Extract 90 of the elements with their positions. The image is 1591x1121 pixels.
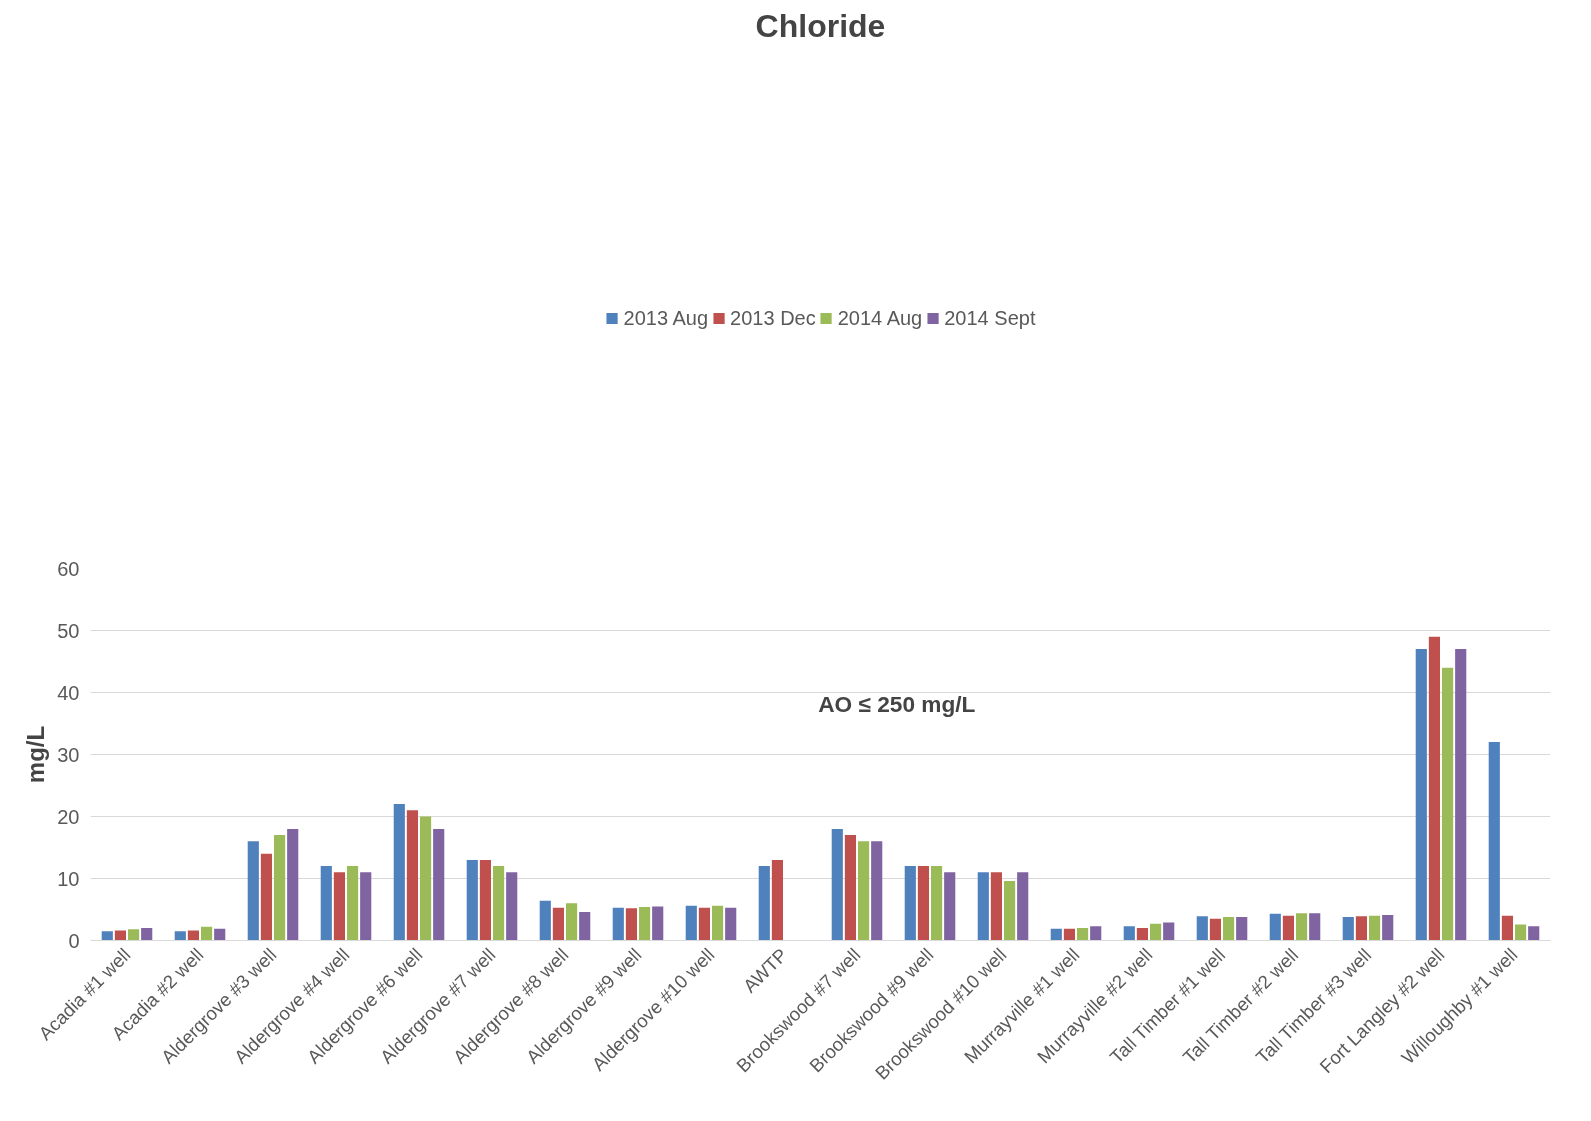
bar bbox=[1488, 742, 1500, 941]
bar bbox=[917, 866, 930, 941]
bar bbox=[1309, 913, 1321, 941]
bar bbox=[944, 872, 956, 941]
bar bbox=[711, 905, 724, 941]
bar bbox=[200, 926, 213, 941]
bar bbox=[1222, 916, 1235, 941]
bar bbox=[904, 866, 916, 941]
legend-label: 2013 Dec bbox=[730, 306, 816, 330]
bar bbox=[333, 872, 346, 941]
bar bbox=[1123, 926, 1135, 941]
bar bbox=[1063, 928, 1076, 941]
bar bbox=[565, 903, 578, 941]
bar bbox=[479, 859, 492, 941]
bar bbox=[127, 929, 140, 941]
bar bbox=[1269, 913, 1281, 941]
bar bbox=[857, 841, 870, 941]
y-axis-title: mg/L bbox=[22, 725, 50, 784]
bar bbox=[214, 928, 226, 941]
bar bbox=[260, 853, 273, 941]
bar bbox=[871, 841, 883, 941]
bar bbox=[1163, 922, 1175, 941]
bar bbox=[1196, 916, 1208, 941]
bar bbox=[320, 866, 332, 941]
bar bbox=[287, 828, 299, 941]
bar bbox=[419, 816, 432, 941]
legend-label: 2014 Aug bbox=[837, 306, 923, 330]
y-tick-label: 0 bbox=[68, 929, 80, 952]
y-tick-label: 10 bbox=[57, 867, 80, 890]
bar bbox=[977, 872, 989, 941]
bar bbox=[552, 907, 565, 941]
bar bbox=[1514, 924, 1527, 941]
y-tick-label: 30 bbox=[57, 743, 80, 766]
bar bbox=[758, 866, 770, 941]
bar bbox=[1136, 928, 1149, 941]
bar bbox=[1441, 667, 1454, 941]
bar bbox=[625, 908, 638, 941]
bar bbox=[990, 872, 1003, 941]
bar bbox=[539, 900, 551, 941]
bar bbox=[698, 907, 711, 941]
bar bbox=[1149, 923, 1162, 941]
bar bbox=[685, 905, 697, 941]
y-tick-label: 50 bbox=[57, 619, 80, 642]
bar bbox=[844, 835, 857, 941]
bar bbox=[506, 872, 518, 941]
bar bbox=[273, 835, 286, 941]
bar bbox=[141, 928, 153, 941]
bar bbox=[1355, 916, 1368, 941]
y-tick-label: 20 bbox=[57, 805, 80, 828]
bar bbox=[393, 804, 405, 941]
y-tick-label: 60 bbox=[57, 557, 80, 580]
bar bbox=[1295, 913, 1308, 941]
bar bbox=[492, 866, 505, 941]
bar bbox=[466, 859, 478, 941]
bar bbox=[1428, 636, 1441, 941]
bar bbox=[247, 841, 259, 941]
bar bbox=[831, 828, 843, 941]
y-tick-label: 40 bbox=[57, 681, 80, 704]
bar bbox=[433, 828, 445, 941]
bar bbox=[1455, 649, 1467, 941]
bar bbox=[725, 907, 737, 941]
bar bbox=[579, 911, 591, 941]
chart-title: Chloride bbox=[755, 7, 886, 44]
bar bbox=[1236, 916, 1248, 941]
bar bbox=[101, 931, 113, 941]
bar bbox=[406, 810, 419, 941]
bar bbox=[652, 906, 664, 941]
legend-label: 2014 Sept bbox=[944, 306, 1036, 330]
bar bbox=[1368, 915, 1381, 941]
bar bbox=[1382, 915, 1394, 941]
bar bbox=[174, 931, 186, 941]
bar bbox=[1003, 880, 1016, 941]
bar bbox=[1090, 926, 1102, 941]
bar bbox=[771, 859, 784, 941]
bar bbox=[1050, 928, 1062, 941]
bar bbox=[1282, 915, 1295, 941]
bar bbox=[1342, 916, 1354, 941]
bar bbox=[1076, 928, 1089, 941]
bar bbox=[1209, 918, 1222, 941]
bar bbox=[930, 866, 943, 941]
bar bbox=[360, 872, 372, 941]
bar bbox=[1415, 649, 1427, 941]
bar bbox=[1501, 915, 1514, 941]
bar bbox=[1017, 872, 1029, 941]
bar bbox=[346, 866, 359, 941]
bar bbox=[612, 907, 624, 941]
legend-label: 2013 Aug bbox=[623, 306, 709, 330]
bar bbox=[638, 907, 651, 941]
annotation: AO ≤ 250 mg/L bbox=[818, 691, 976, 718]
bar bbox=[1528, 926, 1540, 941]
